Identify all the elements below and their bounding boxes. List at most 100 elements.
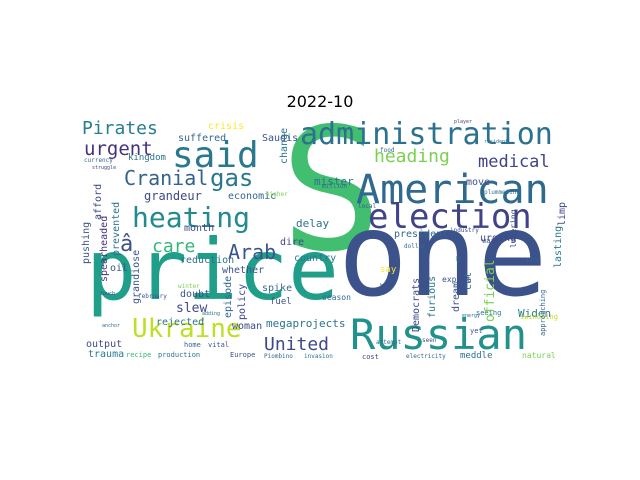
word-huge: huge <box>380 283 393 289</box>
word-winter: winter <box>178 283 200 290</box>
word-u: U <box>456 255 461 264</box>
word-united: United <box>264 334 330 355</box>
word-february: february <box>138 293 167 300</box>
word-meddle: meddle <box>460 351 493 361</box>
word-crisis: crisis <box>208 121 245 132</box>
word-seeing: seeing <box>476 309 502 317</box>
word-seen: seen <box>422 337 437 344</box>
word-pushing: pushing <box>81 221 92 264</box>
word-attempt: attempt <box>376 339 402 346</box>
word-suffered: suffered <box>178 133 227 144</box>
word-export: export <box>442 275 471 284</box>
word-afford: afford <box>93 183 104 220</box>
word-woman: woman <box>232 321 263 332</box>
word-rejected: rejected <box>156 317 205 328</box>
word-invasion: invasion <box>304 353 333 360</box>
word-electricity: electricity <box>406 353 446 360</box>
word-episode: episode <box>223 275 234 318</box>
word-election: election <box>368 197 532 237</box>
word-swindling: swindling <box>520 313 558 321</box>
word-a-circ: â <box>120 232 134 257</box>
word-official: official <box>483 259 498 322</box>
word-limp: limp <box>557 201 568 226</box>
word-plummeting: plummeting <box>484 189 521 196</box>
word-energy: energy <box>462 313 481 319</box>
word-change: change <box>279 127 290 164</box>
word-urgent: urgent <box>84 138 153 160</box>
word-gas: gas <box>210 164 254 192</box>
word-vital: vital <box>208 341 230 349</box>
word-arab: Arab <box>228 240 277 264</box>
word-administration: administration <box>300 118 553 152</box>
word-slew: slew <box>176 301 208 316</box>
word-country: country <box>294 253 337 264</box>
word-widen: Widen <box>518 307 552 320</box>
word-american: American <box>356 167 549 213</box>
word-say: say <box>380 265 397 275</box>
word-policy: policy <box>237 283 248 320</box>
word-fuel: fuel <box>270 297 292 307</box>
word-europe: Europe <box>230 351 256 359</box>
word-said: said <box>172 135 259 176</box>
word-output: output <box>86 339 123 350</box>
figure-title: 2022-10 <box>286 92 354 111</box>
word-struggle: struggle <box>92 165 117 171</box>
word-price: price <box>86 221 339 319</box>
word-touch: touch <box>100 291 116 297</box>
word-approaching: approaching <box>539 289 547 336</box>
word-delay: delay <box>296 217 330 230</box>
word-heating: heating <box>132 201 251 234</box>
word-urging: urging <box>480 233 517 244</box>
word-one: one <box>338 188 548 323</box>
word-yet: yet <box>470 327 483 335</box>
word-player: player <box>454 119 473 125</box>
word-local: local <box>358 203 377 210</box>
word-grandeur: grandeur <box>144 189 202 203</box>
word-trauma: trauma <box>88 349 125 360</box>
word-pirates: Pirates <box>82 118 158 139</box>
word-dream: dream <box>451 281 462 312</box>
word-spike: spike <box>262 283 293 294</box>
word-cost: cost <box>362 353 379 361</box>
word-democrats: Democrats <box>411 277 422 332</box>
word-dollar: dollar <box>404 243 426 250</box>
word-heading: heading <box>374 146 450 167</box>
word-higher: higher <box>266 191 288 198</box>
word-saudis: Saudis <box>262 133 299 144</box>
word-economic: economic <box>228 191 277 202</box>
word-adding: adding <box>202 311 221 317</box>
word-prevented: prevented <box>111 201 122 256</box>
word-move: move <box>466 177 491 188</box>
word-whether: whether <box>222 265 265 276</box>
word-food: food <box>380 147 395 154</box>
word-million: million <box>322 183 348 190</box>
word-care: care <box>152 236 196 257</box>
word-furious: furious <box>427 275 438 318</box>
word-lowering: lowering <box>509 209 518 248</box>
word-tiny: tiny <box>526 257 541 264</box>
word-spearheaded: spearheaded <box>99 215 110 282</box>
word-month: month <box>184 223 215 234</box>
word-president: president <box>394 229 449 240</box>
word-currency: currency <box>84 157 113 164</box>
word-cranial: Cranial <box>124 166 209 190</box>
word-recipe: recipe <box>126 351 152 359</box>
word-anchor: anchor <box>102 323 121 329</box>
word-russian: Russian <box>350 310 528 359</box>
word-reduction: reduction <box>180 255 235 266</box>
word-dire: dire <box>280 237 305 248</box>
word-lasting: lasting <box>553 225 564 268</box>
word-mister: mister <box>314 175 354 188</box>
word-cloud: S one price Russian American administrat… <box>80 118 574 366</box>
word-piombino: Piombino <box>264 353 293 360</box>
word-production: production <box>158 351 201 359</box>
word-cut: cut <box>463 271 474 290</box>
word-medical: medical <box>478 152 550 172</box>
word-home: home <box>184 341 201 349</box>
word-oil: oil <box>110 263 129 274</box>
word-industry: industry <box>450 227 479 234</box>
word-kingdom: kingdom <box>128 153 166 163</box>
word-natural: natural <box>522 351 556 360</box>
word-war: war <box>482 237 495 245</box>
word-doubt: doubt <box>180 289 211 300</box>
